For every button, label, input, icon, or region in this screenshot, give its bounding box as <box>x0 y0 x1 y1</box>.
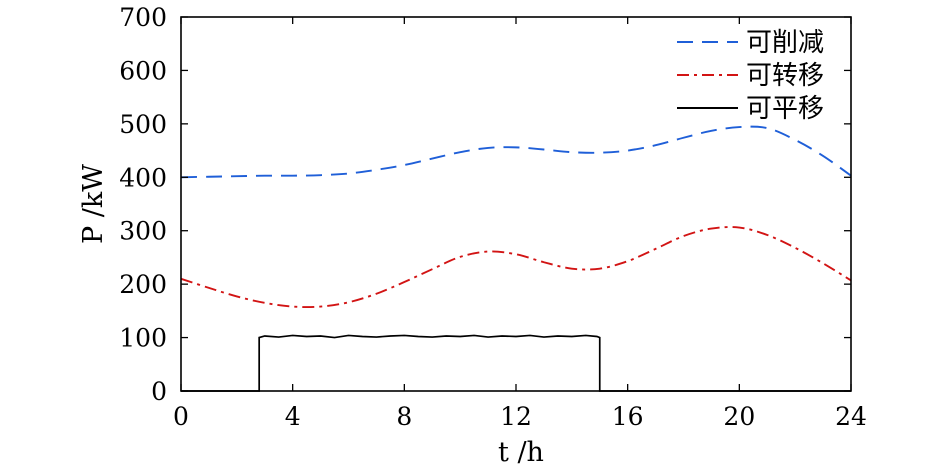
x-tick-label: 4 <box>285 402 301 431</box>
y-tick-label: 300 <box>119 217 167 246</box>
y-axis-title: P /kW <box>78 164 109 244</box>
y-tick-label: 200 <box>119 270 167 299</box>
y-tick-label: 500 <box>119 110 167 139</box>
legend-label: 可削减 <box>746 28 824 58</box>
series-line <box>180 226 852 309</box>
legend-label: 可转移 <box>746 61 824 91</box>
y-tick-label: 400 <box>119 163 167 192</box>
x-tick-label: 0 <box>173 402 189 431</box>
y-tick-label: 600 <box>119 56 167 85</box>
tick-layer: 0 4 8 12 16 20 24 0 100 200 300 400 500 600 700 <box>119 3 867 431</box>
x-tick-label: 20 <box>723 402 755 431</box>
series-line <box>181 334 851 392</box>
x-tick-label: 8 <box>396 402 412 431</box>
series-layer <box>180 125 852 392</box>
x-tick-label: 12 <box>500 402 532 431</box>
x-tick-label: 24 <box>835 402 867 431</box>
y-tick-label: 0 <box>151 377 167 406</box>
y-tick-label: 100 <box>119 324 167 353</box>
y-tick-label: 700 <box>119 3 167 32</box>
series-line <box>180 125 852 179</box>
legend-label: 可平移 <box>746 94 824 124</box>
x-axis-title: t /h <box>498 437 544 468</box>
x-tick-label: 16 <box>612 402 644 431</box>
